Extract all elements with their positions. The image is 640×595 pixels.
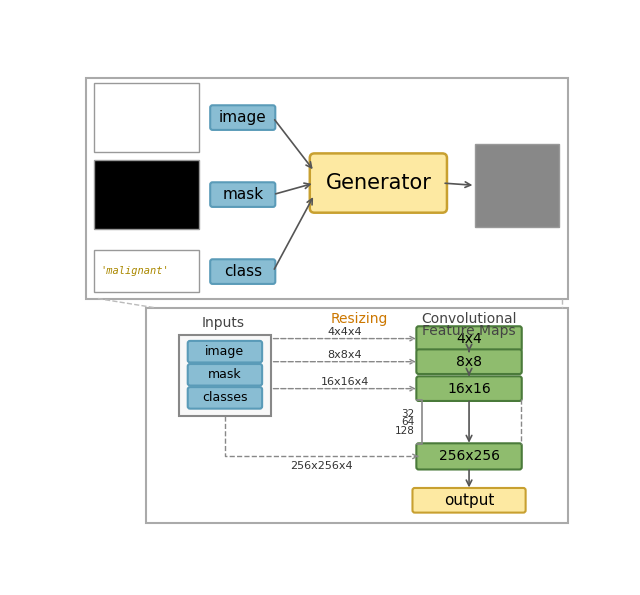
FancyBboxPatch shape (210, 105, 275, 130)
FancyBboxPatch shape (417, 349, 522, 374)
Text: image: image (205, 345, 244, 358)
Text: 128: 128 (395, 425, 415, 436)
Bar (94, 250, 198, 292)
Text: 16x16x4: 16x16x4 (321, 377, 369, 387)
FancyBboxPatch shape (412, 488, 525, 513)
Text: class: class (224, 264, 262, 279)
Bar (476, 144, 559, 227)
FancyBboxPatch shape (417, 326, 522, 351)
Text: 8x8x4: 8x8x4 (327, 350, 362, 360)
Bar (86, 79, 568, 299)
Text: 16x16: 16x16 (447, 381, 491, 396)
Text: output: output (444, 493, 494, 508)
Text: 256x256x4: 256x256x4 (291, 461, 353, 471)
FancyBboxPatch shape (310, 154, 447, 212)
Text: mask: mask (222, 187, 263, 202)
Text: Feature Maps: Feature Maps (422, 324, 516, 338)
Text: 8x8: 8x8 (456, 355, 482, 369)
Text: 4x4: 4x4 (456, 331, 482, 346)
Text: mask: mask (208, 368, 242, 381)
FancyBboxPatch shape (188, 364, 262, 386)
Text: Inputs: Inputs (202, 316, 245, 330)
FancyBboxPatch shape (210, 182, 275, 207)
Text: 256x256: 256x256 (438, 449, 500, 464)
FancyBboxPatch shape (417, 376, 522, 401)
FancyBboxPatch shape (188, 341, 262, 362)
Text: Convolutional: Convolutional (421, 312, 517, 326)
FancyBboxPatch shape (210, 259, 275, 284)
Text: Generator: Generator (325, 173, 431, 193)
Text: 'malignant': 'malignant' (100, 266, 169, 276)
Text: Resizing: Resizing (330, 312, 388, 326)
Bar (146, 308, 568, 524)
Text: 4x4x4: 4x4x4 (327, 327, 362, 337)
Bar (94, 160, 198, 229)
FancyBboxPatch shape (417, 443, 522, 469)
Text: 64: 64 (401, 417, 415, 427)
Bar (179, 335, 271, 415)
Bar (94, 83, 198, 152)
Text: classes: classes (202, 392, 248, 405)
Text: 32: 32 (401, 409, 415, 419)
FancyBboxPatch shape (188, 387, 262, 409)
Text: image: image (219, 110, 267, 125)
